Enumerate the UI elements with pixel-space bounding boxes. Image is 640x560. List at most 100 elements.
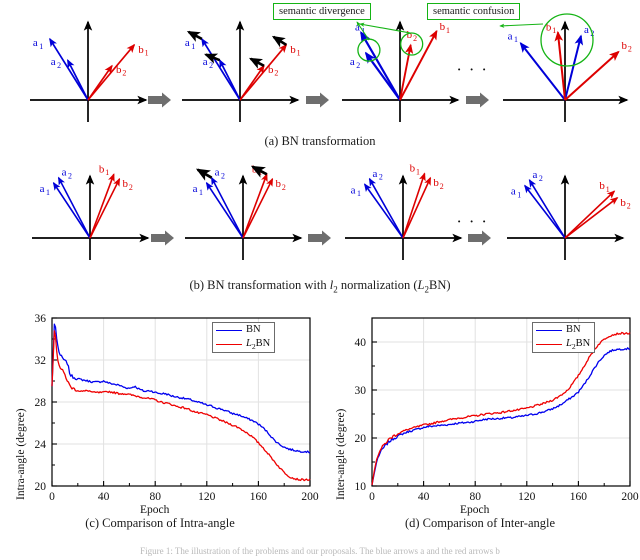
chart-c-legend-item-bn: BN [216,325,270,336]
legend-label-bn: BN [246,324,261,336]
panel-a-caption-text: (a) [264,134,279,148]
chart-c-xtick-label-4: 160 [250,491,268,503]
vector-a2-s2 [368,177,404,239]
label-a2-s0-base: a [51,56,56,68]
label-b2-s3-sub: 2 [627,202,631,211]
label-b1-s3-base: b [546,21,552,33]
label-b1-s0-sub: 1 [105,168,109,177]
vector-b1-s0 [89,173,115,239]
vector-a2-s3 [564,34,584,101]
panel-b-svg: a1a2b1b2a1a2b1b2a1a2b1b2a1a2b1b2 [32,163,631,260]
chart-d-xtick-label-3: 120 [518,491,536,503]
chart-c-ylabel: Intra-angle (degree) [15,408,27,500]
label-b2-s0-sub: 2 [129,183,133,192]
chart-c-xlabel: Epoch [140,504,170,516]
label-b1-s1-base: b [290,44,296,56]
highlight-circle-b-cluster [400,32,424,56]
label-a2-s0-base: a [62,167,67,179]
chart-d-xtick-label-1: 40 [418,491,430,503]
chart-c-caption: (c) Comparison of Intra-angle [85,516,235,530]
vector-b1-s1 [239,43,288,101]
label-b1-s3-sub: 1 [552,26,556,35]
label-b1-s0-base: b [99,163,105,175]
chart-d-ytick-label-3: 40 [355,337,367,349]
label-a2-s1-sub: 2 [209,61,213,70]
label-a2-s3-sub: 2 [539,174,543,183]
vector-b2-s3 [564,197,619,239]
vector-b1-s2 [402,172,426,239]
label-b2-s0-base: b [116,64,122,76]
label-a1-s0-sub: 1 [39,42,43,51]
label-a1-s0-base: a [40,183,45,195]
a3-axes [503,20,629,122]
label-a1-s3-base: a [511,186,516,198]
label-b1-s2-base: b [410,163,416,175]
label-b1-s3-base: b [599,180,605,192]
chart-c-xtick-label-3: 120 [198,491,216,503]
label-b2-s2-sub: 2 [413,34,417,43]
chart-d-caption: (d) Comparison of Inter-angle [404,516,556,530]
label-b2-s1-sub: 2 [282,183,286,192]
transition-arrow-1 [148,92,171,108]
chart-c-xtick-label-0: 0 [49,491,55,503]
label-a1-s3-sub: 1 [517,190,521,199]
legend-label-l2bn: L2BN [566,337,591,351]
chart-d-ytick-label-1: 20 [355,433,367,445]
vector-a1-s3 [519,42,566,101]
gradient-arrow-a1-s1 [186,30,203,42]
transition-arrow-glyph-3 [468,230,491,246]
chart-d-legend-item-bn: BN [536,325,590,336]
label-b2-s2-base: b [407,29,413,41]
vector-a1-s1 [201,37,241,101]
panel-a-ellipsis: ∙ ∙ ∙ [457,60,489,79]
label-b1-s0-base: b [138,44,144,56]
legend-line-l2bn [216,344,242,345]
a2-axes [342,20,460,122]
vector-a1-s0 [49,37,89,101]
transition-arrow-2 [308,230,331,246]
legend-label-bn: BN [566,324,581,336]
label-b2-s1-base: b [275,178,281,190]
vector-b2-s2 [402,176,432,239]
chart-c-xtick-label-2: 80 [149,491,161,503]
label-b1-s0-sub: 1 [145,49,149,58]
legend-line-bn [536,330,562,331]
label-b2-s2-sub: 2 [440,182,444,191]
annotation-leader-b [359,22,411,34]
transition-arrow-1 [151,230,174,246]
label-b1-s2-base: b [440,21,446,33]
transition-arrow-glyph-3 [466,92,489,108]
chart-d-series-l2bn [371,331,631,486]
transition-arrow-2 [306,92,329,108]
vector-b2-s1 [239,64,265,101]
label-a2-s2-base: a [373,168,378,180]
label-a2-s1-base: a [215,167,220,179]
annotation-semantic-divergence: semantic divergence [273,3,371,20]
chart-d-ytick-label-2: 30 [355,385,367,397]
chart-c-ytick-label-1: 24 [35,439,47,451]
chart-c-ytick-label-0: 20 [35,481,47,493]
transition-arrow-glyph-1 [148,92,171,108]
label-a2-s1-sub: 2 [221,172,225,181]
label-a1-s3-base: a [508,30,513,42]
label-a1-s3-sub: 1 [514,35,518,44]
highlight-circle-a-cluster [357,38,381,62]
vector-a2-s1 [218,59,241,101]
panel-b-ellipsis: ∙ ∙ ∙ [457,212,489,231]
chart-d-svg: 10 20 30 40 0 40 80 120 160 200 [355,317,639,503]
gradient-arrow-b2-s1 [248,57,265,69]
